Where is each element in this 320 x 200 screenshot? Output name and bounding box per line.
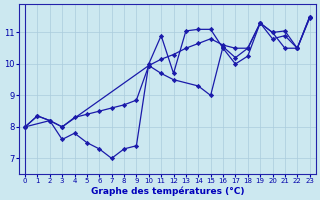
X-axis label: Graphe des températures (°C): Graphe des températures (°C): [91, 186, 244, 196]
